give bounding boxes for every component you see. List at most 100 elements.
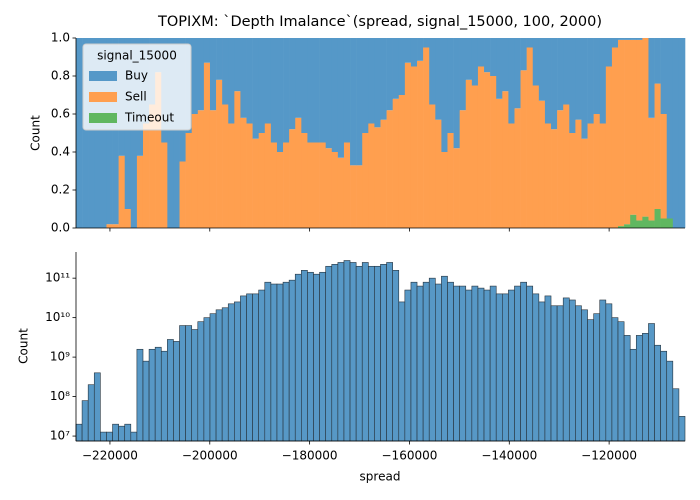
bar	[331, 264, 339, 442]
bar	[660, 350, 668, 442]
bar-segment	[611, 38, 619, 48]
bar-segment	[209, 38, 217, 111]
bar-segment	[636, 39, 643, 221]
bar-segment	[368, 38, 375, 124]
bar	[81, 400, 89, 442]
bar	[380, 264, 387, 442]
bar-segment	[197, 38, 205, 111]
bar	[203, 317, 211, 442]
bar-segment	[654, 209, 661, 228]
bar-segment	[441, 38, 448, 152]
bar-segment	[514, 38, 521, 109]
bar-segment	[660, 38, 668, 114]
bar-segment	[477, 66, 485, 228]
bar-segment	[660, 218, 668, 228]
bar	[410, 281, 418, 442]
bar-segment	[289, 129, 296, 228]
bar-segment	[82, 38, 89, 228]
bar-segment	[624, 224, 631, 228]
bar	[319, 271, 326, 442]
bar	[349, 262, 357, 442]
bar	[173, 341, 180, 442]
bar-segment	[532, 38, 540, 86]
bar	[648, 323, 655, 442]
bar-segment	[477, 38, 485, 67]
bar-segment	[161, 142, 168, 228]
bar	[538, 301, 546, 442]
bar-segment	[252, 38, 259, 139]
bar	[532, 293, 540, 442]
bar-segment	[368, 123, 375, 228]
bar	[581, 309, 588, 442]
bar	[623, 335, 631, 442]
bar-segment	[350, 165, 357, 228]
bar-segment	[508, 38, 515, 124]
bar	[386, 262, 393, 442]
bar	[605, 303, 613, 442]
bar	[453, 285, 460, 442]
x-tick-label: −120000	[581, 449, 637, 463]
bar	[337, 262, 345, 442]
y-tick-label: 0.6	[51, 107, 70, 121]
bar	[264, 281, 272, 442]
bar-segment	[538, 100, 546, 228]
bar-segment	[264, 123, 272, 228]
bar	[416, 285, 424, 442]
bar	[489, 285, 497, 442]
bar-segment	[654, 38, 661, 84]
bar-segment	[197, 110, 205, 228]
x-tick-label: −180000	[282, 449, 338, 463]
bar-segment	[398, 38, 406, 95]
bar	[185, 325, 193, 442]
bar-segment	[502, 38, 509, 92]
bar	[508, 289, 515, 442]
bar-segment	[410, 66, 418, 228]
bar-segment	[362, 38, 369, 133]
legend-label: Sell	[125, 90, 147, 104]
bar-segment	[666, 38, 674, 219]
bar-segment	[88, 38, 95, 228]
bar-segment	[642, 38, 649, 217]
bar	[471, 285, 479, 442]
bar-segment	[246, 38, 253, 124]
bar	[234, 301, 241, 442]
bar-segment	[203, 38, 211, 63]
bar-segment	[234, 38, 241, 92]
bar-segment	[179, 161, 186, 228]
bar-segment	[624, 39, 631, 225]
bar-segment	[252, 138, 259, 228]
bar-segment	[136, 155, 144, 228]
bar	[642, 333, 649, 442]
bar	[240, 295, 247, 442]
legend-label: Buy	[125, 69, 148, 83]
bar-segment	[465, 79, 473, 228]
bar	[568, 299, 576, 442]
bar-segment	[544, 123, 552, 228]
bar-segment	[185, 133, 193, 228]
y-tick-label: 10⁷	[50, 429, 70, 443]
bar-segment	[678, 38, 686, 228]
bar-segment	[593, 114, 601, 228]
bar-segment	[429, 104, 436, 228]
bar-segment	[569, 38, 576, 133]
bar-segment	[313, 142, 320, 228]
bar-segment	[356, 165, 363, 228]
bar	[258, 289, 266, 442]
bar	[343, 260, 351, 442]
bar	[87, 384, 95, 442]
bar-segment	[605, 66, 613, 228]
legend-swatch	[89, 71, 117, 81]
bar-segment	[526, 47, 534, 228]
bar	[124, 423, 132, 442]
bar-segment	[276, 152, 284, 228]
bar-segment	[258, 38, 266, 133]
bar-segment	[496, 38, 503, 99]
bar-segment	[343, 38, 351, 143]
bar-segment	[611, 47, 619, 228]
bar-segment	[380, 119, 387, 228]
bar-segment	[209, 110, 217, 228]
bar-segment	[423, 47, 430, 228]
bar	[93, 372, 101, 442]
bar-segment	[216, 79, 223, 228]
bar-segment	[484, 72, 491, 228]
